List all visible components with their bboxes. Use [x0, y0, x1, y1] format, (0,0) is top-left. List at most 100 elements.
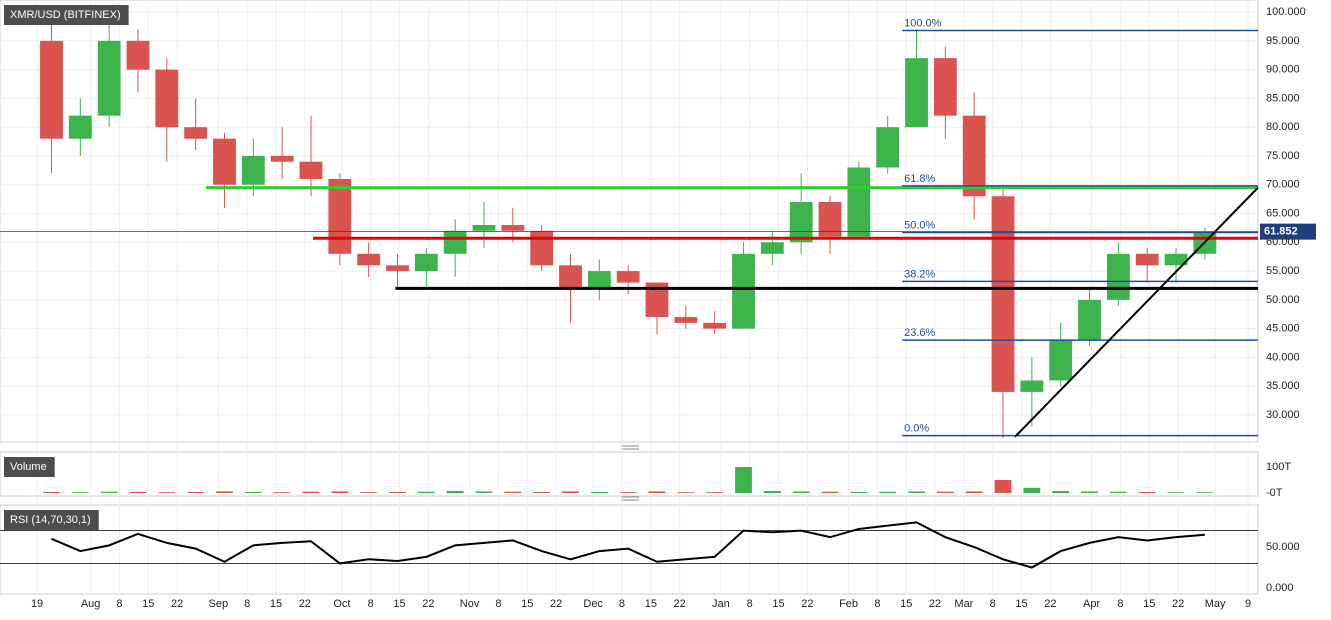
candle-body: [732, 253, 755, 329]
candle-body: [1106, 253, 1130, 300]
y-tick-label: 35.000: [1266, 380, 1300, 392]
price-panel: [0, 0, 1259, 443]
candle-body: [328, 178, 352, 254]
candle-body: [1020, 380, 1044, 392]
volume-bar: [965, 491, 983, 494]
x-tick-label: 8: [619, 598, 625, 610]
x-tick-label: 8: [116, 598, 122, 610]
candle-body: [645, 282, 669, 318]
volume-bar: [706, 492, 724, 494]
x-tick-label: Feb: [839, 598, 858, 610]
volume-bar: [302, 491, 320, 494]
x-tick-label: 19: [31, 598, 43, 610]
x-tick-label: 9: [1245, 598, 1251, 610]
panel-label: Volume: [4, 457, 55, 477]
candle-body: [299, 161, 323, 179]
volume-bar: [908, 491, 925, 494]
volume-bar: [1196, 492, 1214, 494]
candle-body: [905, 58, 928, 128]
candle-body: [357, 253, 381, 266]
x-tick-label: Mar: [954, 598, 973, 610]
x-tick-label: 15: [270, 598, 282, 610]
volume-bar: [1109, 491, 1127, 494]
volume-panel: [0, 451, 1259, 497]
last-price-label: 61.852: [1264, 226, 1298, 238]
y-tick-label: 50.000: [1266, 294, 1300, 306]
x-tick-label: 8: [747, 598, 753, 610]
x-tick-label: 8: [1117, 598, 1123, 610]
x-tick-label: 15: [1143, 598, 1155, 610]
y-tick-label: 50.000: [1266, 541, 1300, 553]
x-tick-label: Jan: [712, 598, 730, 610]
candle-body: [1049, 340, 1073, 381]
x-tick-label: Aug: [81, 598, 101, 610]
x-tick-label: 22: [299, 598, 311, 610]
candle-body: [587, 271, 611, 289]
y-tick-label: 100.000: [1266, 6, 1306, 18]
volume-bar: [43, 491, 60, 494]
x-tick-label: Dec: [583, 598, 603, 610]
candle-body: [1164, 253, 1188, 266]
volume-bar: [1138, 491, 1156, 494]
candle-body: [530, 230, 554, 266]
volume-bar: [71, 492, 89, 494]
panel-label-box: [4, 5, 129, 25]
candle-body: [126, 40, 150, 70]
volume-bar: [735, 467, 752, 494]
panel-label-box: [4, 510, 99, 530]
volume-bar: [360, 492, 378, 494]
x-tick-label: May: [1205, 598, 1226, 610]
volume-bar: [763, 490, 781, 494]
candle-body: [674, 317, 698, 323]
x-tick-label: Apr: [1083, 598, 1100, 610]
candle-body: [472, 225, 496, 231]
candle-body: [241, 155, 265, 185]
x-tick-label: 8: [368, 598, 374, 610]
x-tick-label: Oct: [333, 598, 350, 610]
candle-body: [559, 265, 582, 289]
candle-body: [40, 40, 63, 139]
panel-label-text: Volume: [10, 461, 47, 473]
candle-body: [443, 230, 467, 254]
fib-label: 50.0%: [904, 219, 935, 231]
fib-label: 38.2%: [904, 268, 935, 280]
candle-body: [703, 322, 727, 329]
volume-bar: [619, 492, 637, 494]
fib-label: 61.8%: [904, 173, 935, 185]
volume-bar: [792, 491, 810, 494]
x-tick-label: 22: [422, 598, 434, 610]
candle-body: [847, 167, 871, 237]
x-tick-label: 15: [645, 598, 657, 610]
candle-body: [386, 265, 409, 272]
volume-bar: [244, 491, 262, 494]
candle-body: [184, 127, 208, 139]
volume-bar: [389, 491, 406, 494]
candle-body: [962, 115, 986, 197]
x-tick-label: 22: [674, 598, 686, 610]
panel-label-text: RSI (14,70,30,1): [10, 514, 91, 526]
volume-bar: [158, 492, 176, 494]
candle-body: [97, 40, 121, 116]
candle-body: [1135, 253, 1159, 266]
y-tick-label: 65.000: [1266, 207, 1300, 219]
y-tick-label: 45.000: [1266, 323, 1300, 335]
y-tick-label: 70.000: [1266, 179, 1300, 191]
panel-label: RSI (14,70,30,1): [4, 510, 99, 530]
volume-bar: [273, 492, 291, 494]
volume-bar: [475, 491, 493, 494]
volume-bar: [590, 491, 608, 494]
candle-body: [68, 115, 92, 139]
volume-bar: [936, 491, 954, 494]
panel-label: XMR/USD (BITFINEX): [4, 5, 129, 25]
volume-bar: [533, 491, 551, 494]
volume-bar: [821, 491, 839, 494]
y-tick-label: 80.000: [1266, 121, 1300, 133]
y-tick-label: 100T: [1266, 461, 1291, 473]
x-tick-label: 15: [900, 598, 912, 610]
candle-body: [155, 69, 179, 128]
volume-bar: [1052, 490, 1070, 494]
x-tick-label: 15: [393, 598, 405, 610]
candle-body: [818, 202, 842, 237]
panel-label-box: [4, 457, 55, 477]
